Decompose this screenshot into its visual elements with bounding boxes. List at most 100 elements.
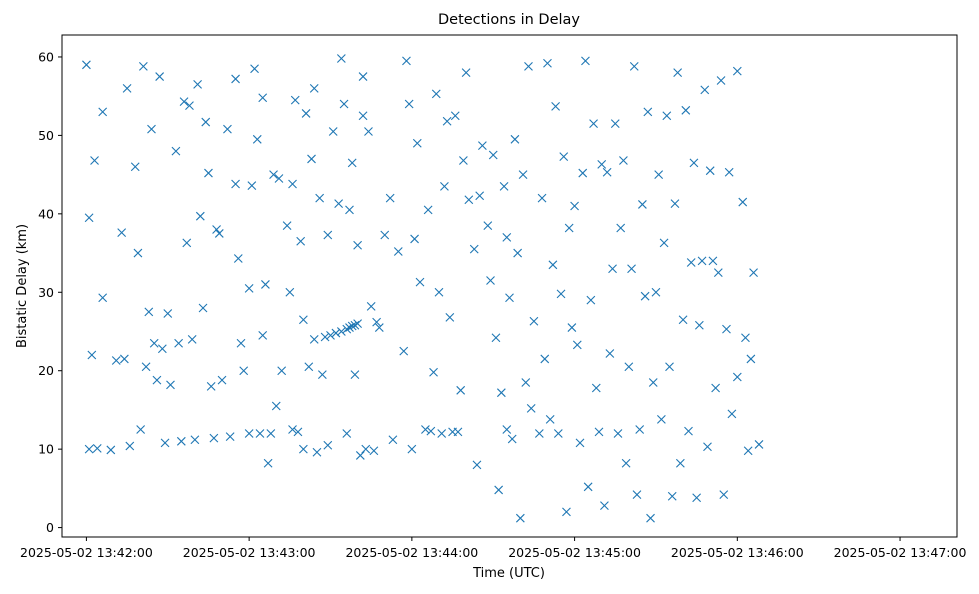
- data-point: [640, 291, 650, 301]
- data-point: [450, 111, 460, 121]
- data-point: [155, 72, 165, 81]
- data-point: [307, 154, 316, 164]
- data-point: [190, 435, 200, 445]
- data-point: [171, 146, 181, 156]
- data-point: [182, 238, 192, 248]
- data-point: [638, 200, 647, 209]
- data-point: [619, 156, 628, 165]
- x-axis: 2025-05-02 13:42:00 2025-05-02 13:43:00 20…: [20, 537, 966, 560]
- data-point: [366, 302, 376, 311]
- data-point: [374, 323, 384, 332]
- data-point: [513, 248, 523, 258]
- chart-title: Detections in Delay: [438, 12, 580, 28]
- data-point: [732, 66, 742, 76]
- data-point: [157, 344, 167, 354]
- data-point: [705, 166, 715, 176]
- data-point: [540, 354, 550, 364]
- data-point: [741, 333, 750, 343]
- data-point: [204, 168, 213, 178]
- data-point: [282, 221, 292, 230]
- data-point: [323, 230, 333, 240]
- data-point: [266, 429, 276, 438]
- data-point: [258, 331, 268, 340]
- data-point: [358, 111, 368, 121]
- data-point: [323, 440, 333, 450]
- data-point: [600, 501, 609, 511]
- data-point: [754, 440, 764, 449]
- data-point: [678, 315, 688, 325]
- data-point: [459, 156, 468, 165]
- data-point: [469, 244, 479, 254]
- data-point: [483, 221, 493, 230]
- data-point: [499, 181, 509, 191]
- data-point: [223, 124, 232, 134]
- data-point: [90, 156, 99, 165]
- data-point: [347, 321, 357, 331]
- data-point: [703, 442, 712, 452]
- data-point: [130, 162, 140, 172]
- data-point: [613, 429, 623, 438]
- data-point: [738, 197, 748, 207]
- data-point: [510, 134, 520, 144]
- data-point: [675, 458, 685, 468]
- data-point: [263, 458, 273, 468]
- data-point: [119, 354, 129, 364]
- plot-area: [62, 35, 957, 537]
- data-point: [689, 158, 699, 168]
- data-point: [567, 323, 577, 332]
- data-point: [724, 167, 734, 177]
- data-point: [350, 320, 360, 330]
- data-point: [515, 513, 525, 523]
- data-point: [244, 429, 254, 438]
- data-point: [214, 229, 224, 238]
- data-point: [111, 356, 121, 365]
- data-point: [648, 378, 658, 387]
- data-point: [277, 366, 287, 376]
- data-points: [82, 54, 764, 523]
- x-tick-label-5: 2025-05-02 13:47:00: [834, 545, 967, 560]
- data-point: [136, 425, 146, 434]
- data-point: [312, 447, 322, 457]
- data-point: [453, 427, 463, 437]
- data-point: [656, 414, 666, 424]
- data-point: [402, 56, 411, 66]
- data-point: [556, 289, 566, 299]
- data-point: [326, 331, 335, 340]
- data-point: [589, 119, 598, 129]
- data-point: [629, 61, 639, 71]
- data-point: [304, 362, 314, 372]
- y-axis-label: Bistatic Delay (km): [15, 224, 30, 348]
- data-point: [491, 333, 501, 343]
- data-point: [174, 338, 184, 348]
- data-point: [315, 193, 325, 203]
- data-point: [429, 367, 438, 377]
- data-point: [193, 80, 202, 89]
- data-point: [437, 429, 447, 438]
- data-point: [144, 307, 154, 317]
- data-point: [206, 382, 216, 391]
- data-point: [684, 426, 693, 436]
- data-point: [87, 350, 97, 360]
- data-point: [209, 433, 219, 443]
- data-point: [602, 167, 612, 177]
- data-point: [106, 445, 116, 455]
- data-point: [353, 240, 363, 250]
- data-point: [605, 349, 615, 358]
- data-point: [339, 99, 349, 109]
- data-point: [643, 107, 653, 117]
- data-point: [293, 427, 303, 437]
- data-point: [353, 319, 363, 329]
- data-point: [372, 317, 381, 327]
- data-point: [716, 76, 726, 85]
- data-point: [700, 85, 710, 95]
- data-point: [320, 332, 330, 342]
- data-point: [301, 109, 311, 118]
- data-point: [125, 441, 135, 451]
- data-point: [195, 211, 205, 221]
- data-point: [711, 383, 721, 393]
- data-point: [665, 362, 674, 372]
- data-point: [342, 324, 352, 334]
- data-point: [350, 370, 360, 380]
- data-point: [410, 234, 419, 244]
- data-point: [166, 380, 175, 390]
